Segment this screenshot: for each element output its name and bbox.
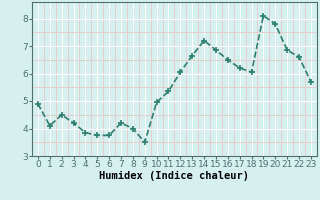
- X-axis label: Humidex (Indice chaleur): Humidex (Indice chaleur): [100, 171, 249, 181]
